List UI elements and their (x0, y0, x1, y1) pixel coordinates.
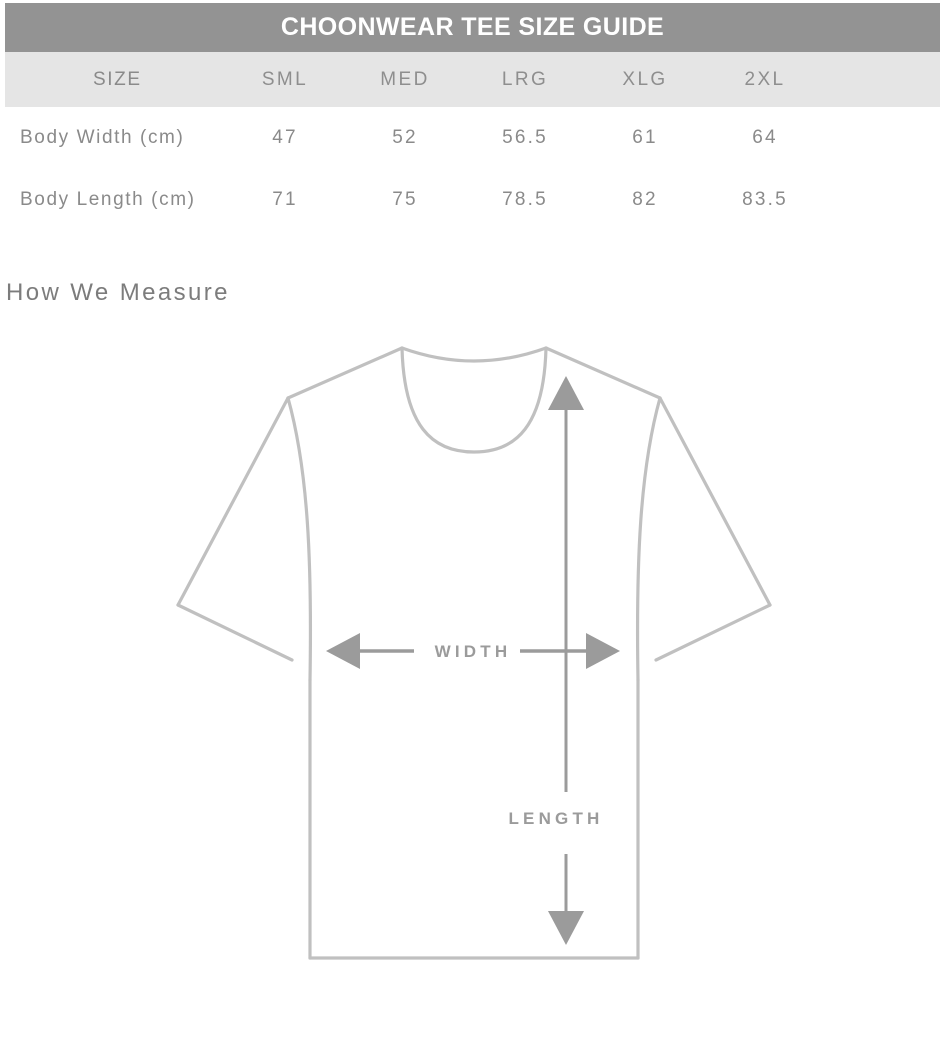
table-header-row: SIZE SML MED LRG XLG 2XL (0, 52, 948, 107)
size-table: SIZE SML MED LRG XLG 2XL Body Width (cm)… (0, 52, 948, 231)
cell-body-length-med: 75 (392, 189, 418, 210)
width-arrow-icon: WIDTH (326, 633, 620, 669)
cell-body-width-med: 52 (392, 127, 418, 148)
length-label: LENGTH (508, 809, 603, 828)
table-row: Body Width (cm) 47 52 56.5 61 64 (0, 107, 948, 169)
cell-body-length-2xl: 83.5 (742, 189, 788, 210)
table-row: Body Length (cm) 71 75 78.5 82 83.5 (0, 169, 948, 231)
measurement-diagram: WIDTH LENGTH (0, 330, 948, 990)
table-header-band (5, 52, 940, 107)
cell-body-length-sml: 71 (272, 189, 298, 210)
row-label-body-length: Body Length (cm) (20, 189, 196, 210)
length-arrow-icon: LENGTH (508, 376, 603, 945)
section-heading-how-we-measure: How We Measure (6, 279, 230, 306)
cell-body-length-xlg: 82 (632, 189, 658, 210)
cell-body-length-lrg: 78.5 (502, 189, 548, 210)
column-header-size: SIZE (93, 68, 142, 90)
column-header-xlg: XLG (622, 68, 668, 90)
column-header-sml: SML (261, 68, 309, 90)
width-label: WIDTH (435, 642, 512, 661)
column-header-lrg: LRG (501, 68, 549, 90)
size-guide-title-bar: CHOONWEAR TEE SIZE GUIDE (5, 3, 940, 52)
page-title: CHOONWEAR TEE SIZE GUIDE (280, 13, 665, 41)
column-header-med: MED (380, 68, 430, 90)
cell-body-width-xlg: 61 (632, 127, 658, 148)
row-label-body-width: Body Width (cm) (20, 127, 185, 148)
tshirt-outline-icon (176, 346, 772, 960)
cell-body-width-lrg: 56.5 (502, 127, 548, 148)
column-header-2xl: 2XL (744, 68, 786, 90)
cell-body-width-2xl: 64 (752, 127, 778, 148)
cell-body-width-sml: 47 (272, 127, 298, 148)
